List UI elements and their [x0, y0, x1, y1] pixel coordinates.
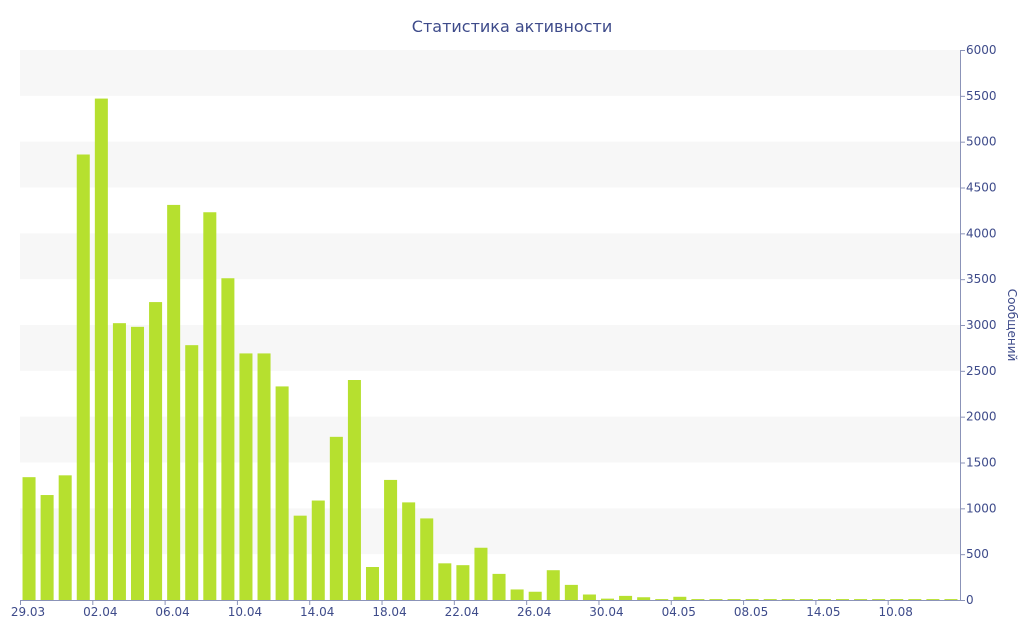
bar [275, 386, 289, 600]
bar [365, 567, 380, 600]
bar [167, 204, 181, 601]
bar [311, 500, 325, 600]
bar [76, 154, 90, 600]
y-tick-label: 500 [966, 547, 989, 561]
bar [655, 599, 669, 600]
x-tick-label: 02.04 [83, 605, 117, 619]
bar [709, 599, 723, 600]
bar [293, 515, 307, 600]
bar [944, 599, 958, 600]
bar [384, 479, 398, 600]
bar [781, 599, 795, 600]
bar [600, 598, 615, 601]
bar [799, 599, 813, 600]
y-axis-ticks: 0 500 1000 1500 2000 2500 3000 3500 4000 4500 5000… [960, 43, 997, 607]
bar [564, 584, 578, 601]
x-tick-label: 04.05 [662, 605, 696, 619]
x-tick-label: 22.04 [445, 605, 479, 619]
grid-bands [20, 50, 960, 555]
bar [112, 323, 126, 600]
bar [420, 518, 434, 600]
y-tick-label: 5000 [966, 135, 997, 149]
x-tick-label: 14.05 [806, 605, 840, 619]
x-tick-label: 26.04 [517, 605, 551, 619]
bar [727, 599, 741, 600]
y-axis-title: Сообщений [1005, 289, 1019, 362]
bar [456, 565, 470, 600]
bar [40, 495, 54, 600]
bar [329, 436, 343, 600]
bar [185, 345, 199, 600]
x-tick-label: 18.04 [372, 605, 406, 619]
bar [492, 573, 506, 601]
bar [347, 380, 361, 600]
chart-title: Статистика активности [412, 17, 612, 36]
x-tick-label: 29.03 [11, 605, 45, 619]
x-tick-label: 14.04 [300, 605, 334, 619]
bar [817, 599, 831, 600]
bar [582, 594, 596, 600]
bar [203, 212, 217, 600]
y-tick-label: 1000 [966, 501, 997, 515]
bar [474, 547, 488, 600]
bar [257, 353, 271, 600]
bar [58, 475, 72, 600]
y-tick-label: 1500 [966, 456, 997, 470]
grid-band [20, 50, 960, 96]
bar [673, 596, 687, 600]
bar [763, 599, 777, 600]
x-tick-label: 30.04 [589, 605, 623, 619]
bars-group [22, 98, 958, 601]
bar [221, 278, 235, 600]
bar [835, 599, 850, 600]
x-axis-ticks: 29.03 02.04 06.04 10.04 14.04 18.04 22.04 26.04… [11, 600, 913, 619]
bar [438, 563, 452, 600]
bar [149, 302, 163, 600]
bar [908, 599, 922, 600]
y-tick-label: 4500 [966, 181, 997, 195]
bar [745, 599, 759, 600]
x-tick-label: 06.04 [155, 605, 189, 619]
y-tick-label: 4000 [966, 226, 997, 240]
bar [22, 477, 36, 600]
bar [546, 570, 560, 600]
y-tick-label: 6000 [966, 43, 997, 57]
bar [637, 597, 651, 600]
bar [130, 326, 145, 600]
bar [528, 591, 542, 600]
bar [926, 599, 940, 600]
grid-band [20, 233, 960, 280]
bar [619, 595, 633, 601]
y-tick-label: 0 [966, 593, 974, 607]
bar [239, 353, 253, 600]
x-tick-label: 08.05 [734, 605, 768, 619]
y-tick-label: 5500 [966, 89, 997, 103]
x-tick-label: 10.08 [879, 605, 913, 619]
bar [510, 589, 524, 600]
grid-band [20, 141, 960, 188]
x-tick-label: 10.04 [228, 605, 262, 619]
bar [402, 502, 416, 601]
bar [94, 98, 108, 600]
y-tick-label: 3000 [966, 318, 997, 332]
y-tick-label: 2000 [966, 410, 997, 424]
bar [890, 599, 904, 600]
y-tick-label: 3500 [966, 272, 997, 286]
y-tick-label: 2500 [966, 364, 997, 378]
bar [691, 599, 705, 600]
bar [854, 599, 868, 600]
bar [872, 599, 886, 600]
